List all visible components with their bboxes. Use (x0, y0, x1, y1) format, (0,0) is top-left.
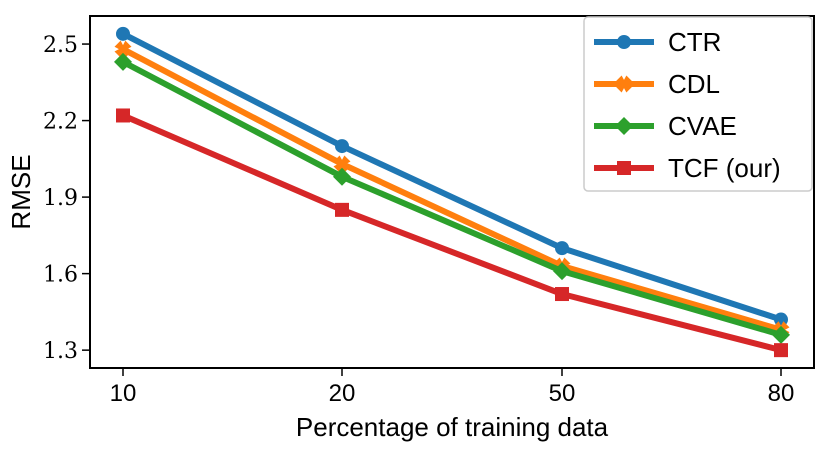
legend-label: CDL (668, 69, 720, 99)
data-point-tcf-our (335, 202, 349, 217)
data-point-cdl (333, 155, 351, 173)
data-point-cdl (114, 40, 132, 58)
series-cvae (114, 52, 790, 344)
legend-item-cvae: CVAE (594, 111, 737, 141)
legend-label: CTR (668, 27, 721, 57)
y-axis: 1.3 1.6 1.9 2.2 2.5 (43, 33, 90, 364)
x-axis: 10 20 50 80 (110, 368, 795, 407)
legend-item-cdl: CDL (594, 69, 720, 99)
x-tick-label: 80 (768, 380, 795, 407)
series-ctr (116, 26, 788, 327)
x-tick-label: 10 (110, 380, 137, 407)
series-line-cvae (121, 59, 782, 338)
legend-box (583, 16, 813, 192)
y-tick-label: 2.5 (43, 33, 78, 58)
series-tcf-our (116, 108, 788, 358)
legend-marker (615, 75, 633, 93)
data-point-cvae (553, 262, 571, 281)
data-point-cvae (333, 167, 351, 186)
data-point-ctr (116, 26, 130, 41)
x-tick-label: 20 (329, 380, 356, 407)
data-point-tcf-our (555, 287, 569, 302)
x-tick-label: 50 (549, 380, 576, 407)
data-point-ctr (555, 241, 569, 256)
data-point-tcf-our (116, 108, 130, 123)
y-axis-label: RMSE (6, 154, 36, 229)
series-line-ctr (121, 31, 782, 323)
legend-label: TCF (our) (668, 153, 781, 183)
y-tick-label: 1.9 (43, 186, 78, 211)
data-point-ctr (335, 139, 349, 154)
data-point-tcf-our (774, 343, 788, 358)
legend-item-tcf-our: TCF (our) (594, 153, 781, 183)
legend-marker (617, 161, 631, 175)
series-line-cdl (121, 46, 782, 333)
legend-item-ctr: CTR (594, 27, 721, 57)
series-line-tcf-our (121, 112, 782, 354)
data-point-cvae (772, 325, 790, 344)
legend-label: CVAE (668, 111, 737, 141)
series-layer (114, 26, 790, 358)
y-tick-label: 2.2 (43, 110, 78, 135)
y-tick-label: 1.3 (43, 339, 78, 364)
legend-marker (615, 117, 633, 135)
legend-marker (617, 35, 631, 49)
legend: CTR CDL CVAE TCF (our) (583, 16, 813, 192)
y-tick-label: 1.6 (43, 263, 78, 288)
plot-frame (89, 15, 815, 369)
x-axis-label: Percentage of training data (296, 412, 609, 442)
data-point-cvae (114, 52, 132, 71)
